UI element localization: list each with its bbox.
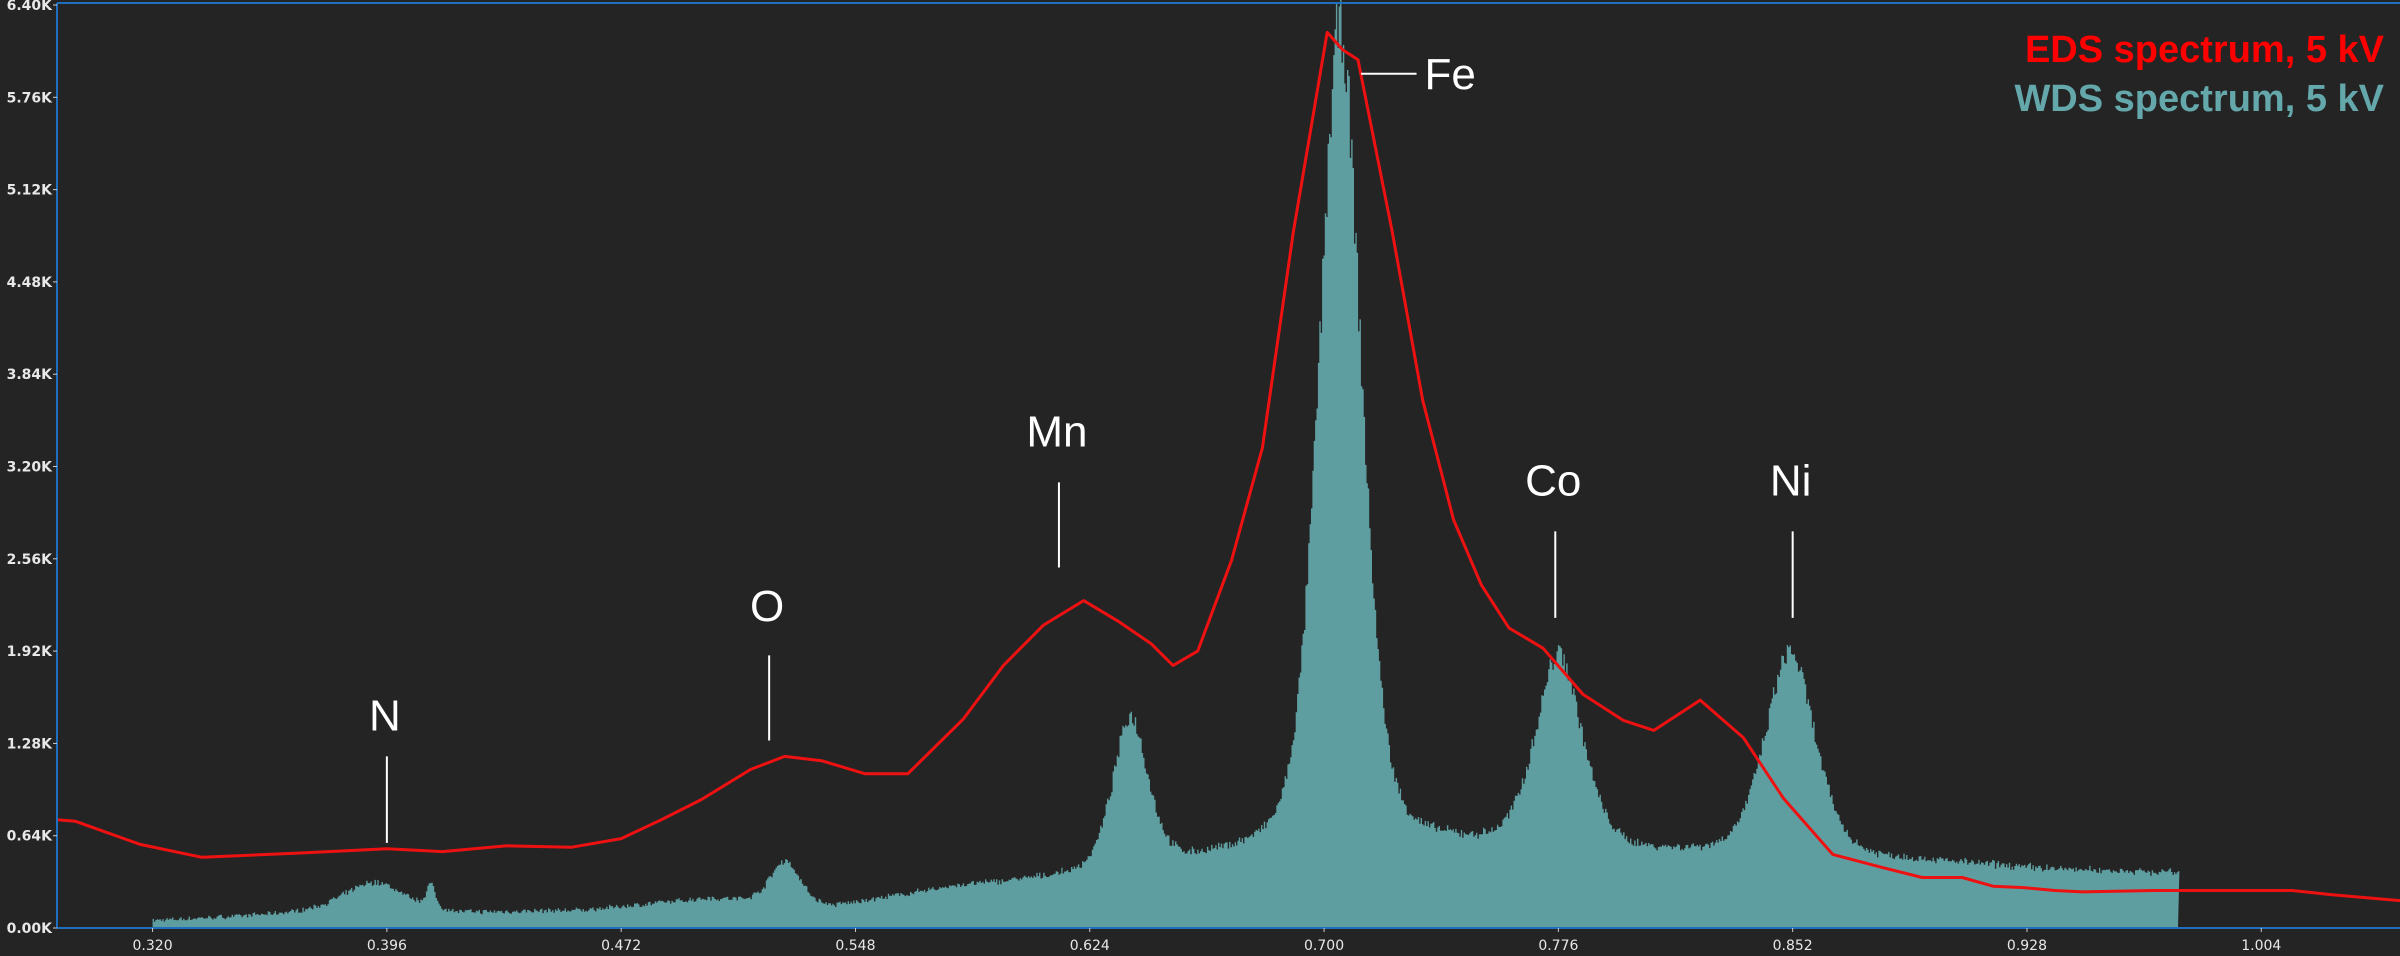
x-tick-label: 0.320 [133, 938, 173, 954]
legend-eds-label: EDS spectrum, 5 kV [2025, 29, 2385, 71]
y-tick-label: 1.28K [7, 736, 54, 752]
y-tick-label: 6.40K [7, 0, 54, 14]
peak-label-ni: Ni [1770, 456, 1812, 505]
y-tick-label: 4.48K [7, 275, 54, 291]
y-tick-label: 1.92K [7, 644, 54, 660]
peak-label-co: Co [1525, 456, 1581, 505]
legend-wds-label: WDS spectrum, 5 kV [2014, 78, 2384, 120]
peak-label-o: O [750, 582, 784, 631]
peak-annotations: N O Mn Fe Co Ni [369, 50, 1811, 843]
x-tick-label: 0.852 [1773, 938, 1813, 954]
peak-label-mn: Mn [1026, 407, 1087, 456]
x-tick-label: 0.548 [835, 938, 875, 954]
x-tick-label: 0.700 [1304, 938, 1344, 954]
y-tick-label: 3.20K [7, 460, 54, 476]
eds-spectrum-line [56, 30, 2400, 903]
x-tick-label: 0.928 [2007, 938, 2047, 954]
y-tick-label: 0.64K [7, 829, 54, 845]
x-tick-label: 0.776 [1538, 938, 1578, 954]
y-tick-label: 0.00K [7, 921, 54, 937]
eds-line-path [56, 30, 2400, 903]
axes: 0.00K 0.64K 1.28K 1.92K 2.56K 3.20K 3.84K 4.48K… [7, 0, 2400, 954]
x-tick-label: 0.396 [367, 938, 407, 954]
peak-label-n: N [369, 692, 401, 741]
y-tick-label: 5.76K [7, 90, 54, 106]
y-tick-label: 3.84K [7, 367, 54, 383]
y-tick-label: 5.12K [7, 183, 54, 199]
y-tick-label: 2.56K [7, 552, 54, 568]
peak-label-fe: Fe [1425, 50, 1476, 99]
x-tick-label: 0.624 [1070, 938, 1110, 954]
x-tick-label: 1.004 [2241, 938, 2281, 954]
x-tick-label: 0.472 [601, 938, 641, 954]
